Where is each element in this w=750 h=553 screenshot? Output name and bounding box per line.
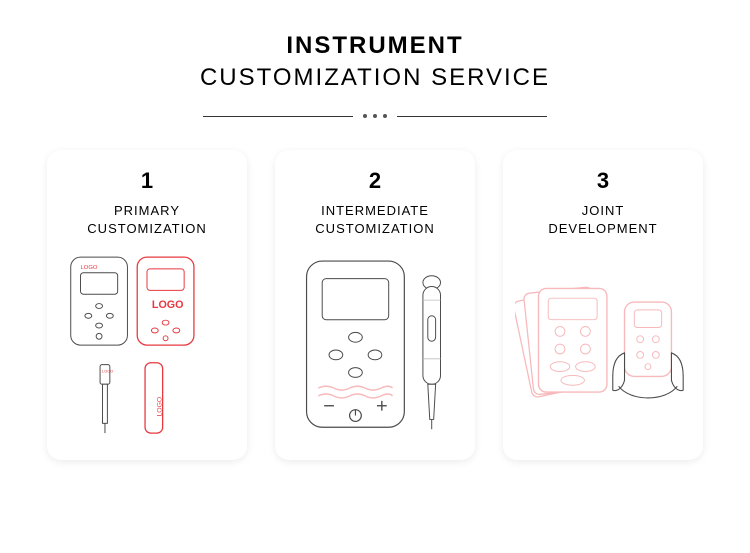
card-number: 3 [597, 168, 609, 194]
logo-text: LOGO [152, 299, 184, 311]
intermediate-customization-illustration [287, 251, 463, 451]
divider-line-left [203, 116, 353, 117]
card-title: INTERMEDIATE CUSTOMIZATION [315, 202, 434, 237]
dot-icon [363, 114, 367, 118]
dot-icon [383, 114, 387, 118]
divider-line-right [397, 116, 547, 117]
card-number: 2 [369, 168, 381, 194]
dot-icon [373, 114, 377, 118]
card-joint-development: 3 JOINT DEVELOPMENT [503, 150, 703, 460]
card-title-line-1: PRIMARY [114, 203, 180, 218]
card-title-line-1: INTERMEDIATE [321, 203, 429, 218]
primary-customization-illustration: LOGO LOGO LOGO [59, 251, 235, 448]
card-title-line-1: JOINT [582, 203, 625, 218]
cards-row: 1 PRIMARY CUSTOMIZATION LOGO LOGO [0, 150, 750, 460]
title-line-1: INSTRUMENT [200, 32, 550, 60]
svg-text:LOGO: LOGO [157, 396, 164, 416]
svg-text:LOGO: LOGO [102, 368, 113, 373]
card-intermediate-customization: 2 INTERMEDIATE CUSTOMIZATION [275, 150, 475, 460]
joint-development-illustration [515, 251, 691, 448]
card-number: 1 [141, 168, 153, 194]
logo-text: LOGO [81, 264, 98, 270]
card-title-line-2: CUSTOMIZATION [87, 221, 206, 236]
title-line-2: CUSTOMIZATION SERVICE [200, 64, 550, 92]
page-title-block: INSTRUMENT CUSTOMIZATION SERVICE [200, 32, 550, 92]
card-primary-customization: 1 PRIMARY CUSTOMIZATION LOGO LOGO [47, 150, 247, 460]
title-divider [203, 114, 547, 118]
divider-dots [363, 114, 387, 118]
card-title-line-2: DEVELOPMENT [548, 221, 657, 236]
card-title: JOINT DEVELOPMENT [548, 202, 657, 237]
card-title-line-2: CUSTOMIZATION [315, 221, 434, 236]
card-title: PRIMARY CUSTOMIZATION [87, 202, 206, 237]
